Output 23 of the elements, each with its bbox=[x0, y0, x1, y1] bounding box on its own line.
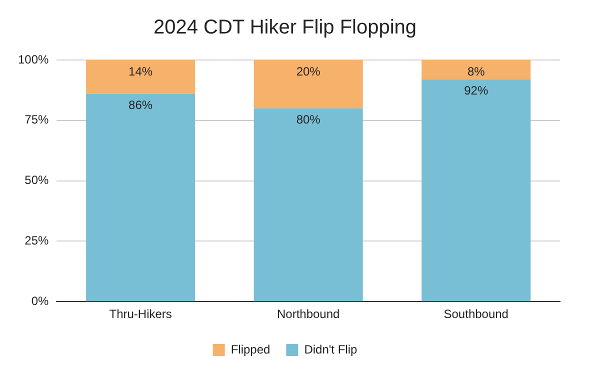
data-label: 92% bbox=[464, 84, 488, 98]
data-label: 80% bbox=[296, 112, 321, 127]
bar bbox=[254, 60, 363, 108]
y-tick-label: 100% bbox=[18, 52, 50, 66]
x-tick-label: Northbound bbox=[276, 307, 340, 322]
y-tick-label: 50% bbox=[24, 173, 50, 188]
y-tick-label: 0% bbox=[31, 294, 50, 308]
bar bbox=[422, 60, 531, 80]
chart-title: 2024 CDT Hiker Flip Flopping bbox=[153, 16, 417, 39]
data-label: 8% bbox=[467, 64, 486, 78]
bar bbox=[86, 94, 196, 302]
bar bbox=[422, 79, 531, 302]
legend-label: Didn't Flip bbox=[304, 342, 358, 356]
y-tick-label: 75% bbox=[24, 112, 50, 127]
data-label: 20% bbox=[296, 64, 321, 78]
bar bbox=[254, 108, 363, 302]
data-label: 14% bbox=[128, 64, 153, 78]
legend-label: Flipped bbox=[230, 342, 270, 356]
data-label: 86% bbox=[128, 98, 153, 112]
x-tick-label: Thru-Hikers bbox=[109, 307, 172, 322]
bar bbox=[86, 60, 196, 94]
x-tick-label: Southbound bbox=[444, 307, 508, 322]
y-tick-label: 25% bbox=[24, 234, 50, 248]
